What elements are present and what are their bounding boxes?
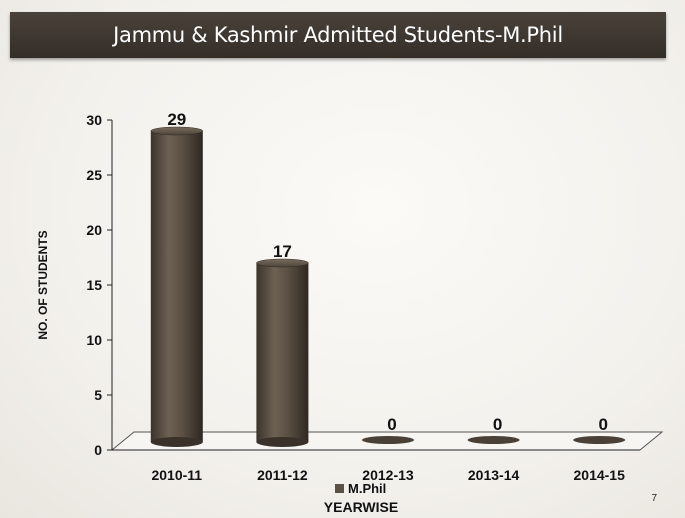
x-tick-label: 2012-13: [362, 467, 414, 483]
bar-flat: [362, 436, 414, 444]
axis-labels: NO. OF STUDENTS YEARWISE M.Phil: [36, 230, 398, 515]
y-tick-label: 25: [86, 167, 102, 183]
bar-flat: [467, 436, 520, 444]
bar-base: [256, 437, 309, 447]
data-label: 0: [493, 415, 502, 434]
bar-2011-12: 17: [256, 242, 309, 447]
x-tick-label: 2014-15: [574, 467, 626, 483]
y-tick-label: 10: [86, 332, 102, 348]
data-label: 29: [167, 110, 186, 129]
bar-body: [256, 263, 309, 442]
y-axis-title: NO. OF STUDENTS: [36, 230, 50, 339]
y-tick-label: 5: [94, 387, 102, 403]
y-axis: 0 5 10 15 20 25 30: [86, 112, 113, 458]
x-tick-label: 2011-12: [257, 467, 308, 483]
x-axis: 2010-11 2011-12 2012-13 2013-14 2014-15: [112, 449, 640, 483]
legend: M.Phil: [335, 481, 386, 496]
data-label: 17: [273, 242, 292, 261]
bar-cap: [256, 258, 309, 268]
bar-2014-15: 0: [573, 415, 626, 444]
x-axis-title: YEARWISE: [324, 499, 398, 515]
chart-title: Jammu & Kashmir Admitted Students-M.Phil: [113, 23, 563, 47]
bar-base: [150, 437, 203, 447]
legend-swatch: [335, 484, 344, 493]
y-tick-label: 20: [86, 222, 102, 238]
data-label: 0: [387, 415, 396, 434]
legend-label: M.Phil: [348, 481, 386, 496]
bar-flat: [573, 436, 626, 444]
data-label: 0: [598, 415, 607, 434]
bar-2013-14: 0: [467, 415, 520, 444]
bar-2012-13: 0: [362, 415, 414, 444]
y-tick-label: 15: [86, 277, 102, 293]
bar-body: [150, 131, 203, 442]
y-tick-label: 0: [94, 442, 102, 458]
title-bar: Jammu & Kashmir Admitted Students-M.Phil: [10, 12, 666, 58]
y-tick-label: 30: [86, 112, 102, 128]
bar-cap: [150, 126, 204, 136]
x-tick-label: 2013-14: [468, 467, 520, 483]
bar-2010-11: 29: [150, 110, 204, 447]
bars: 29 17 0 0 0: [150, 110, 626, 447]
x-tick-label: 2010-11: [151, 467, 202, 483]
page-number: 7: [651, 493, 657, 504]
